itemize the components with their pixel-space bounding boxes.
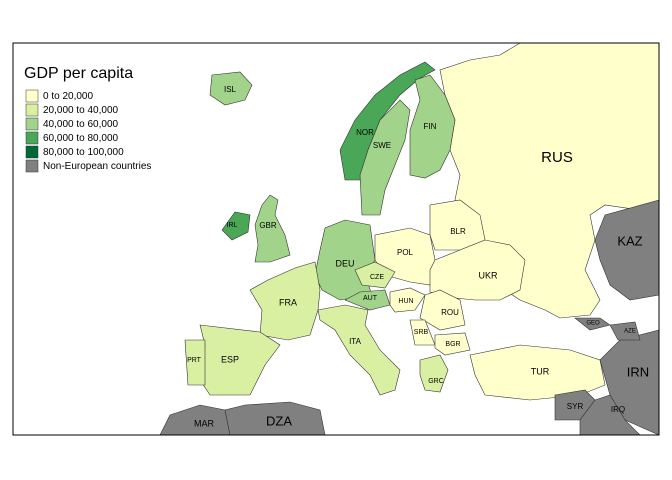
legend-title: GDP per capita [24,65,133,82]
legend-label: Non-European countries [43,161,151,172]
legend-swatch [25,145,39,159]
map-frame [12,42,660,436]
legend-label: 40,000 to 60,000 [43,119,119,130]
country [469,344,606,401]
country [359,99,411,216]
legend-swatch [25,103,39,117]
country-label: TUR [531,366,550,376]
country [434,332,471,356]
country-label: CZE [370,274,384,281]
country [209,71,253,106]
country [609,321,641,341]
country [594,199,660,301]
countries: RUS KAZ ISL NOR SWE FIN GBR IRL POL BLR DEU UKR CZE F… [159,42,660,436]
country-label: PRT [187,357,202,364]
country [317,304,401,396]
country-label: GRC [428,378,444,385]
country-label: IRL [227,222,238,229]
country-label: FRA [279,297,297,307]
country-label: SRB [414,329,429,336]
country-label: GEO [586,321,600,327]
legend-label: 80,000 to 100,000 [43,147,124,158]
country-label: FIN [424,122,437,131]
country [419,289,466,331]
country-label: HUN [398,298,413,305]
legend-swatch [25,89,39,103]
country [344,289,391,311]
country [419,354,449,393]
legend-label: 0 to 20,000 [43,91,93,102]
country [184,339,206,386]
country-label: BGR [445,341,460,348]
country-label: POL [397,248,414,257]
country-label: AZE [624,329,636,335]
country-label: BLR [450,227,466,236]
country-label: IRQ [611,405,625,414]
legend-swatch [25,131,39,145]
legend-label: 60,000 to 80,000 [43,133,119,144]
country-label: NOR [356,128,374,137]
country-label: DZA [266,413,292,428]
country [429,239,526,301]
country-label: GBR [259,221,277,230]
country-label: ESP [221,354,239,364]
legend-swatch [25,117,39,131]
country-label: KAZ [617,233,642,248]
country-label: DEU [335,258,354,268]
country-label: ITA [349,337,362,346]
country [354,261,396,289]
country [221,211,251,241]
legend-swatch [25,159,39,173]
legend: GDP per capita 0 to 20,000 20,000 to 40,0… [24,65,151,173]
country-label: MAR [194,418,215,428]
country-label: ISL [224,85,237,94]
country-label: IRN [627,364,649,379]
country [409,74,456,179]
country [254,194,291,263]
country-label: AUT [363,295,378,302]
country-label: RUS [541,149,573,166]
country-label: SYR [567,402,584,411]
country [429,199,486,251]
country-label: SWE [373,141,391,150]
country-label: UKR [478,270,498,280]
country-label: ROU [441,308,459,317]
legend-label: 20,000 to 40,000 [43,105,119,116]
